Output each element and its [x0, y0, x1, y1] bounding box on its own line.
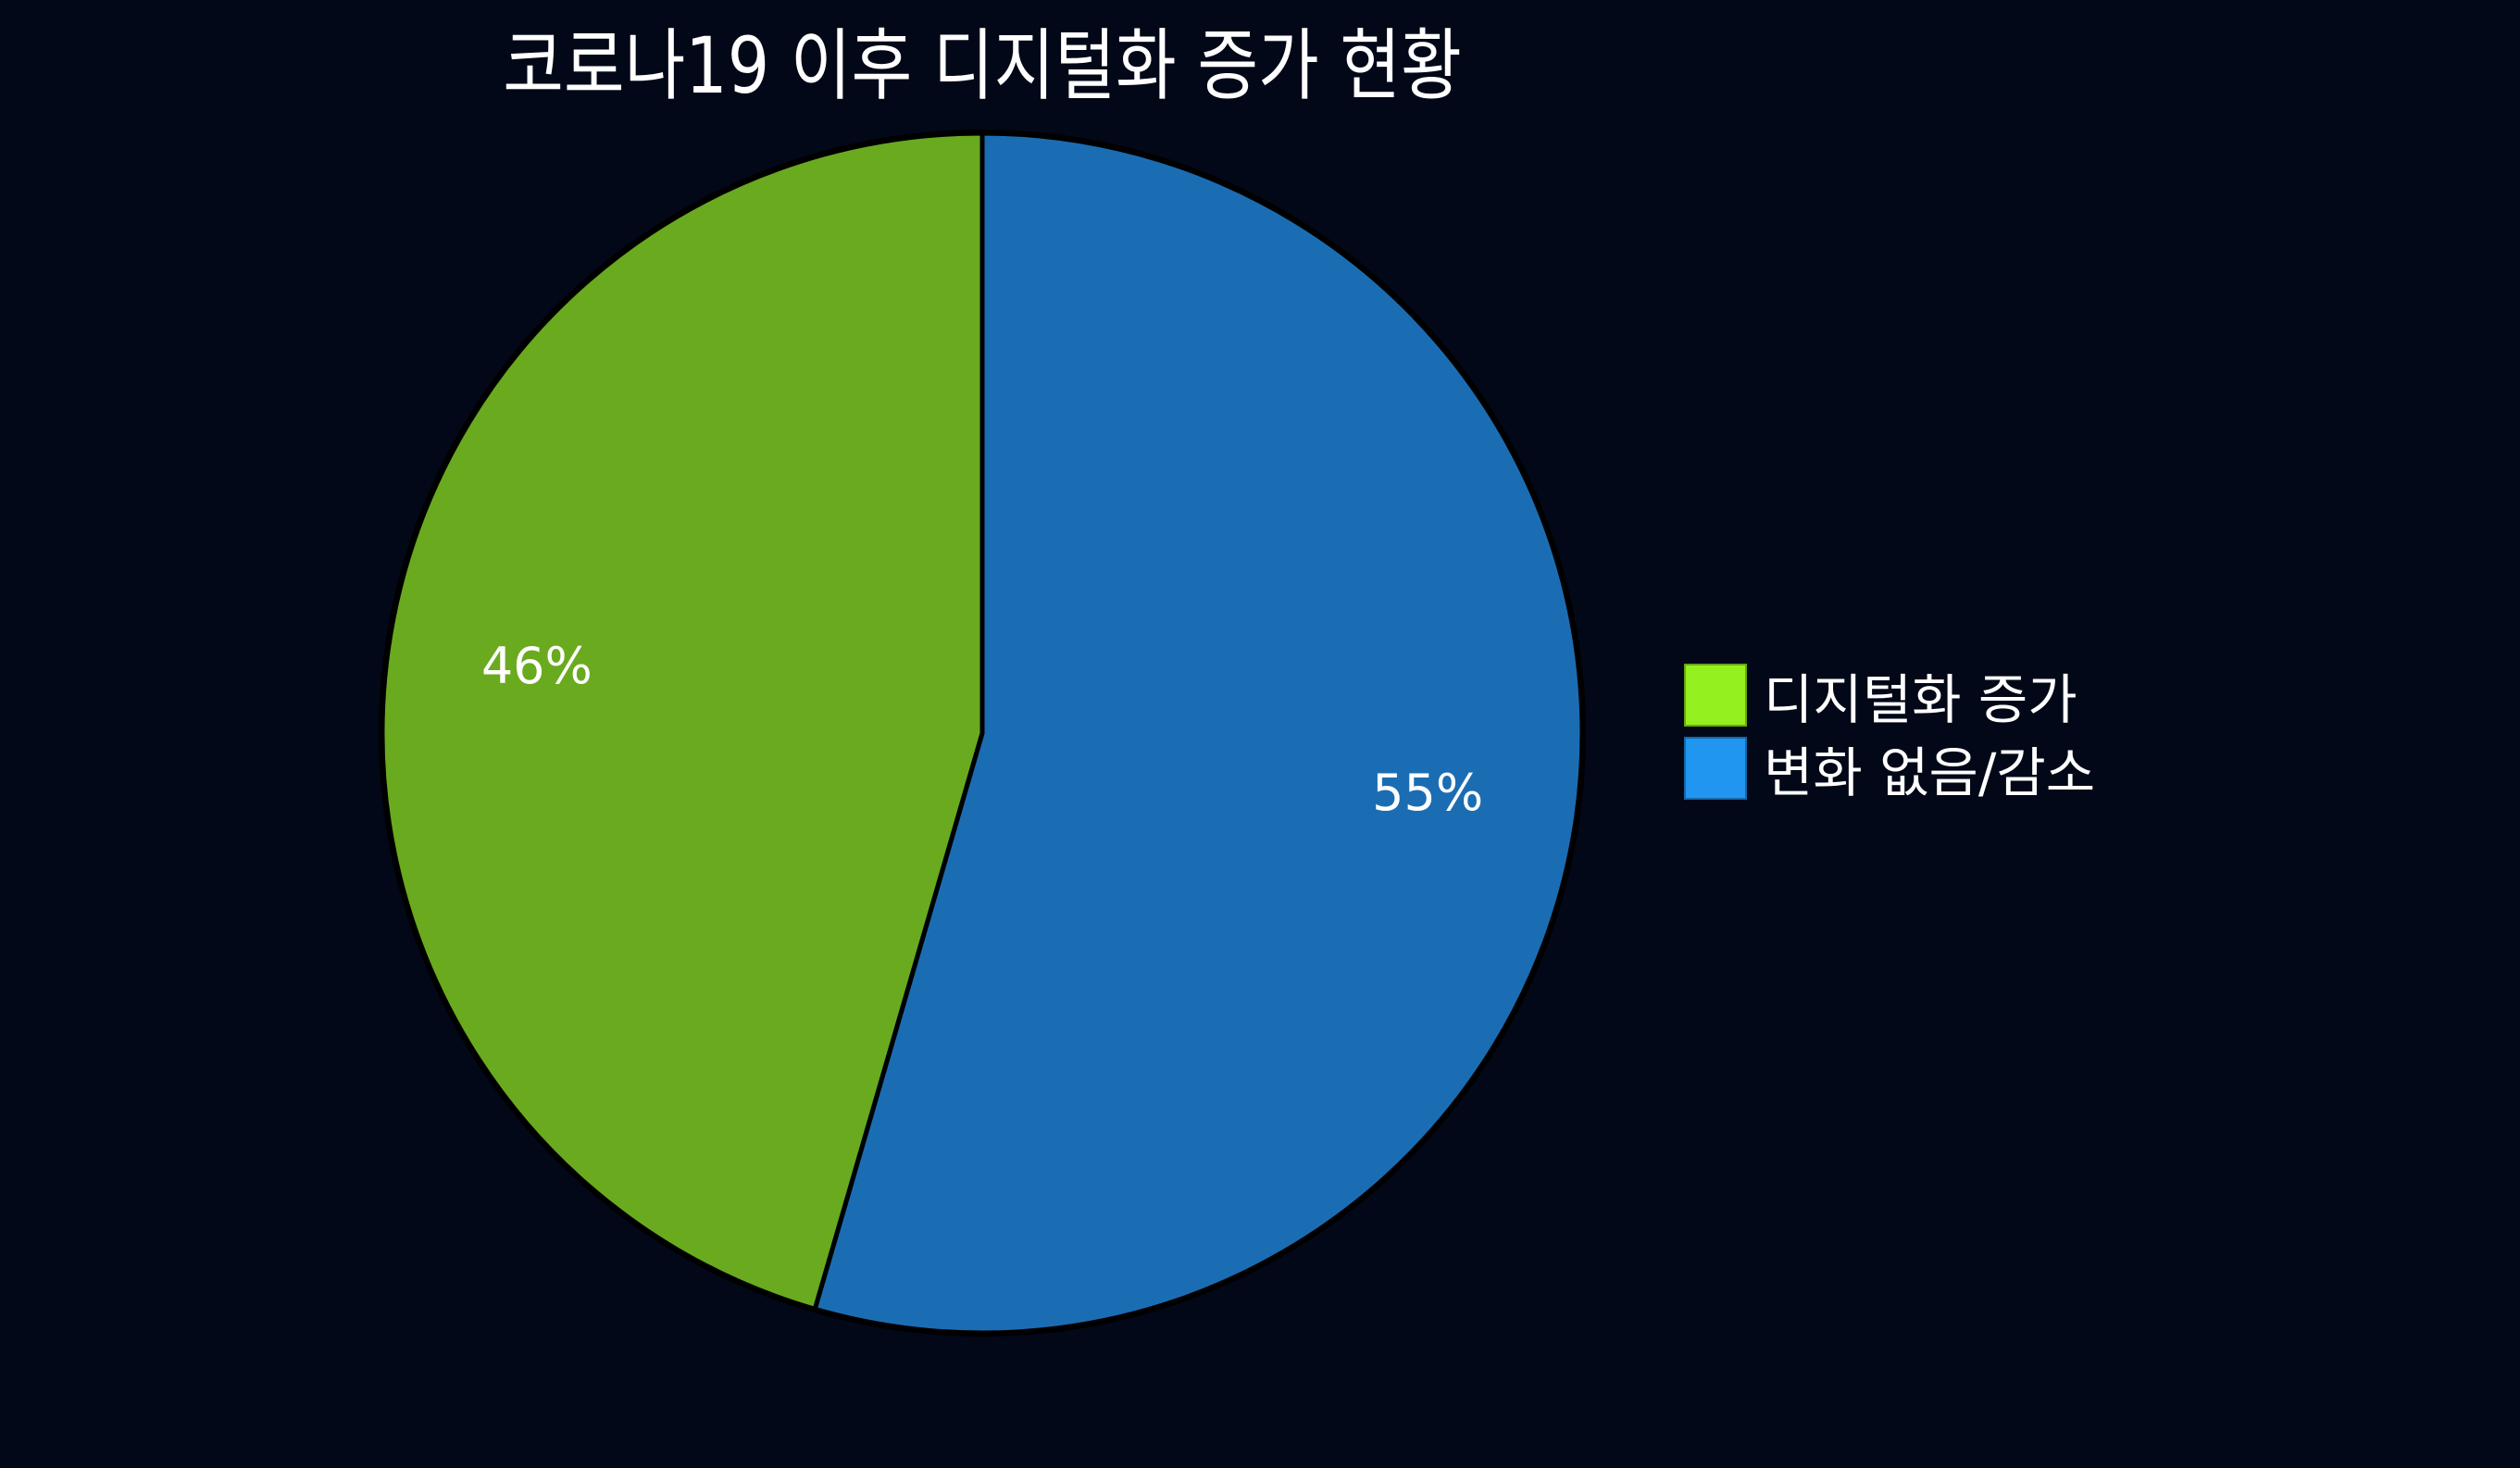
legend: 디지털화 증가 변화 없음/감소	[1684, 658, 2095, 804]
legend-item-no-change: 변화 없음/감소	[1684, 731, 2095, 804]
legend-item-digital-increase: 디지털화 증가	[1684, 658, 2095, 731]
legend-swatch	[1684, 663, 1747, 727]
chart-title: 코로나19 이후 디지털화 증가 현황	[503, 20, 1462, 111]
slice-label: 55%	[1372, 764, 1483, 822]
pie-slice	[812, 131, 1585, 1336]
legend-label: 디지털화 증가	[1764, 667, 2077, 731]
legend-label: 변화 없음/감소	[1764, 740, 2096, 804]
slice-label: 46%	[481, 637, 593, 695]
pie-slice	[380, 131, 985, 1312]
legend-swatch	[1684, 736, 1747, 800]
